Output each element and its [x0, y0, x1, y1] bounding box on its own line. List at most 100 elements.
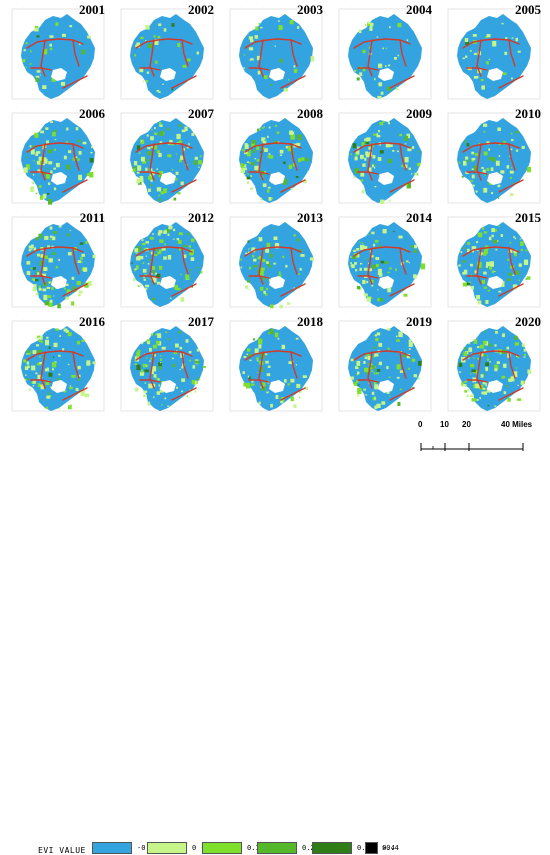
lake-map: · · · ·	[338, 6, 432, 100]
road-line	[290, 351, 298, 379]
coordinate-tick: ·	[23, 214, 24, 217]
lake-map: · · · ·	[447, 214, 541, 308]
island	[269, 68, 285, 81]
island	[51, 380, 67, 393]
coordinate-tick: ·	[23, 6, 24, 9]
scale-bar-graphic	[420, 443, 524, 451]
lake-map: · · · ·	[229, 318, 323, 412]
map-panel-2009: · · · · 2009	[330, 106, 436, 208]
lake-map: · · · ·	[447, 6, 541, 100]
vegetation-patches	[240, 227, 314, 309]
road-line	[171, 283, 197, 297]
lake-map: · · · ·	[229, 110, 323, 204]
road-line	[244, 246, 302, 257]
island	[378, 380, 394, 393]
coordinate-tick: ·	[263, 214, 264, 217]
map-panel-2020: · · · · 2020	[439, 314, 545, 416]
coordinate-tick: ·	[241, 110, 242, 113]
coordinate-tick: ·	[350, 214, 351, 217]
scale-label-20: 20	[462, 420, 471, 429]
coordinate-tick: ·	[307, 110, 308, 113]
coordinate-tick: ·	[198, 214, 199, 217]
road-line	[149, 247, 155, 285]
map-frame	[338, 320, 432, 412]
road-line	[72, 247, 80, 275]
vegetation-patches	[458, 225, 531, 305]
scale-label-0: 0	[418, 420, 423, 429]
coordinate-tick: ·	[503, 6, 504, 9]
vegetation-patches	[350, 120, 421, 204]
road-line	[244, 38, 302, 49]
coordinate-tick: ·	[394, 214, 395, 217]
lake-map: · · · ·	[11, 110, 105, 205]
road-line	[62, 75, 88, 89]
coordinate-tick: ·	[45, 318, 46, 321]
island	[378, 276, 394, 289]
legend-swatch	[202, 842, 242, 854]
map-panel-2006: · · · · 2006	[3, 106, 109, 208]
coordinate-tick: ·	[372, 110, 373, 113]
road-line	[149, 39, 155, 77]
vegetation-patches	[132, 122, 202, 202]
coordinate-tick: ·	[154, 214, 155, 217]
coordinate-tick: ·	[394, 318, 395, 321]
coordinate-tick: ·	[23, 318, 24, 321]
coordinate-tick: ·	[45, 214, 46, 217]
island	[487, 380, 503, 393]
road-line	[498, 283, 524, 297]
map-frame	[447, 320, 541, 412]
island	[160, 68, 176, 81]
road-line	[135, 142, 193, 153]
road-line	[508, 351, 516, 379]
road-line	[62, 387, 88, 401]
year-label: 2006	[79, 106, 105, 121]
road-line	[462, 38, 520, 49]
road-line	[30, 171, 52, 175]
road-line	[139, 275, 161, 279]
coordinate-tick: ·	[154, 318, 155, 321]
coordinate-tick: ·	[481, 110, 482, 113]
road-line	[62, 179, 88, 193]
map-frame	[11, 320, 105, 412]
coordinate-tick: ·	[132, 318, 133, 321]
lake-water	[239, 326, 313, 411]
road-line	[280, 179, 306, 193]
road-line	[26, 38, 84, 49]
map-frame	[11, 112, 105, 204]
coordinate-tick: ·	[503, 318, 504, 321]
island	[269, 380, 285, 393]
lake-map: · · · ·	[120, 6, 214, 100]
road-line	[181, 247, 189, 275]
road-line	[72, 351, 80, 379]
island	[487, 276, 503, 289]
coordinate-tick: ·	[525, 6, 526, 9]
coordinate-tick: ·	[89, 6, 90, 9]
year-label: 2012	[188, 210, 214, 225]
coordinate-tick: ·	[459, 6, 460, 9]
map-panel-2002: · · · · 2002	[112, 2, 218, 104]
scale-label-40: 40 Miles	[501, 420, 533, 429]
lake-water	[348, 326, 422, 411]
map-frame	[338, 112, 432, 204]
coordinate-tick: ·	[176, 214, 177, 217]
lake-water	[21, 118, 95, 203]
road-line	[135, 38, 193, 49]
lake-water	[348, 222, 422, 307]
road-line	[498, 387, 524, 401]
coordinate-tick: ·	[307, 318, 308, 321]
year-label: 2018	[297, 314, 323, 329]
map-panel-2008: · · · · 2008	[221, 106, 327, 208]
coordinate-tick: ·	[525, 214, 526, 217]
year-label: 2001	[79, 2, 105, 17]
coordinate-tick: ·	[23, 110, 24, 113]
coordinate-tick: ·	[45, 6, 46, 9]
lake-water	[130, 14, 204, 99]
map-frame	[120, 8, 214, 100]
road-line	[476, 351, 482, 389]
map-panel-2010: · · · · 2010	[439, 106, 545, 208]
coordinate-tick: ·	[285, 318, 286, 321]
road-line	[466, 67, 488, 71]
coordinate-tick: ·	[67, 318, 68, 321]
coordinate-tick: ·	[525, 318, 526, 321]
coordinate-tick: ·	[241, 6, 242, 9]
